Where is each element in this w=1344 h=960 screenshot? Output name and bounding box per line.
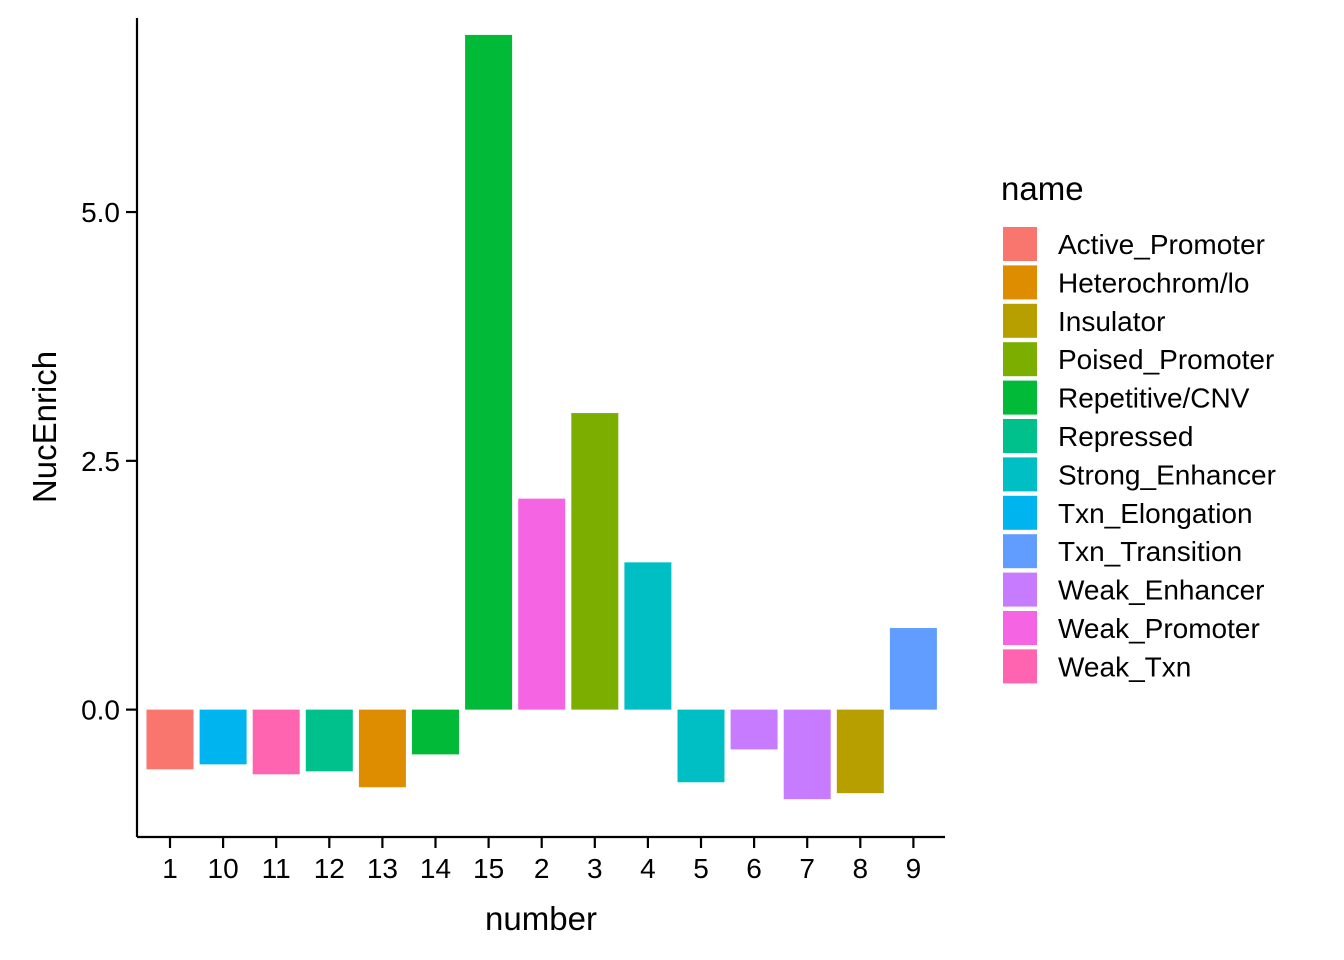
bar-1 xyxy=(146,709,194,770)
legend-item: Weak_Enhancer xyxy=(1003,572,1265,607)
legend-items: Active_Promoter Heterochrom/lo Insulator Po… xyxy=(1003,227,1276,684)
bar-14 xyxy=(412,709,459,755)
legend-item: Repressed xyxy=(1003,419,1193,453)
legend-label: Txn_Elongation xyxy=(1058,498,1253,529)
legend-swatch xyxy=(1003,419,1037,453)
bar-2 xyxy=(518,498,566,710)
bar-5 xyxy=(677,709,725,783)
x-tick-label: 2 xyxy=(534,853,550,884)
legend-label: Weak_Txn xyxy=(1058,651,1191,682)
legend-item: Repetitive/CNV xyxy=(1003,380,1250,415)
x-tick-label: 12 xyxy=(314,853,345,884)
y-tick-label: 5.0 xyxy=(81,197,120,228)
legend-swatch xyxy=(1003,457,1037,492)
legend-label: Weak_Enhancer xyxy=(1058,575,1265,606)
legend-item: Weak_Txn xyxy=(1003,649,1191,684)
legend-swatch xyxy=(1003,572,1037,607)
bar-3 xyxy=(571,413,619,710)
x-tick-label: 14 xyxy=(420,853,451,884)
x-tick-label: 7 xyxy=(799,853,815,884)
bar-6 xyxy=(730,709,778,750)
legend-item: Strong_Enhancer xyxy=(1003,457,1276,492)
legend-label: Active_Promoter xyxy=(1058,229,1265,260)
bar-15 xyxy=(465,34,513,710)
legend-label: Repressed xyxy=(1058,421,1193,452)
legend-label: Poised_Promoter xyxy=(1058,344,1274,375)
legend-swatch xyxy=(1003,227,1037,261)
x-tick-label: 1 xyxy=(162,853,178,884)
x-tick-label: 6 xyxy=(746,853,762,884)
x-tick-label: 9 xyxy=(906,853,922,884)
x-tick-label: 11 xyxy=(262,853,291,884)
legend-item: Poised_Promoter xyxy=(1003,342,1274,377)
legend-item: Active_Promoter xyxy=(1003,227,1265,261)
x-ticks: 1 10 11 12 13 14 15 2 3 4 5 6 7 8 9 xyxy=(162,837,921,884)
legend: name Active_Promoter Heterochrom/lo Insula… xyxy=(1001,170,1276,684)
legend-label: Insulator xyxy=(1058,306,1165,337)
legend-swatch xyxy=(1003,495,1037,530)
y-tick-label: 0.0 xyxy=(81,695,120,726)
x-tick-label: 15 xyxy=(473,853,504,884)
legend-item: Txn_Transition xyxy=(1003,534,1242,569)
legend-item: Insulator xyxy=(1003,303,1165,338)
bar-13 xyxy=(358,709,406,788)
bar-7 xyxy=(783,709,831,800)
legend-swatch xyxy=(1003,265,1037,300)
y-ticks: 0.0 2.5 5.0 xyxy=(81,197,137,726)
bar-12 xyxy=(305,709,353,772)
legend-swatch xyxy=(1003,611,1037,645)
x-tick-label: 10 xyxy=(208,853,239,884)
legend-label: Strong_Enhancer xyxy=(1058,459,1276,490)
legend-swatch xyxy=(1003,649,1037,684)
x-tick-label: 8 xyxy=(853,853,869,884)
legend-item: Heterochrom/lo xyxy=(1003,265,1249,300)
bar-10 xyxy=(199,709,247,765)
legend-swatch xyxy=(1003,380,1037,415)
x-tick-label: 4 xyxy=(640,853,656,884)
legend-label: Repetitive/CNV xyxy=(1058,383,1250,414)
bar-8 xyxy=(836,709,884,794)
x-axis-title: number xyxy=(485,900,597,937)
bar-4 xyxy=(624,562,672,710)
legend-item: Weak_Promoter xyxy=(1003,611,1260,645)
bar-9 xyxy=(889,628,937,710)
legend-label: Heterochrom/lo xyxy=(1058,267,1249,298)
legend-swatch xyxy=(1003,303,1037,338)
legend-item: Txn_Elongation xyxy=(1003,495,1253,530)
y-axis-title: NucEnrich xyxy=(26,351,63,503)
x-tick-label: 3 xyxy=(587,853,603,884)
legend-title: name xyxy=(1001,170,1084,207)
bar-11 xyxy=(252,709,300,775)
y-tick-label: 2.5 xyxy=(81,446,120,477)
x-tick-label: 13 xyxy=(367,853,398,884)
legend-label: Txn_Transition xyxy=(1058,536,1242,567)
legend-label: Weak_Promoter xyxy=(1058,613,1260,644)
legend-swatch xyxy=(1003,534,1037,569)
legend-swatch xyxy=(1003,342,1037,377)
bars-group xyxy=(146,34,937,800)
x-tick-label: 5 xyxy=(693,853,709,884)
